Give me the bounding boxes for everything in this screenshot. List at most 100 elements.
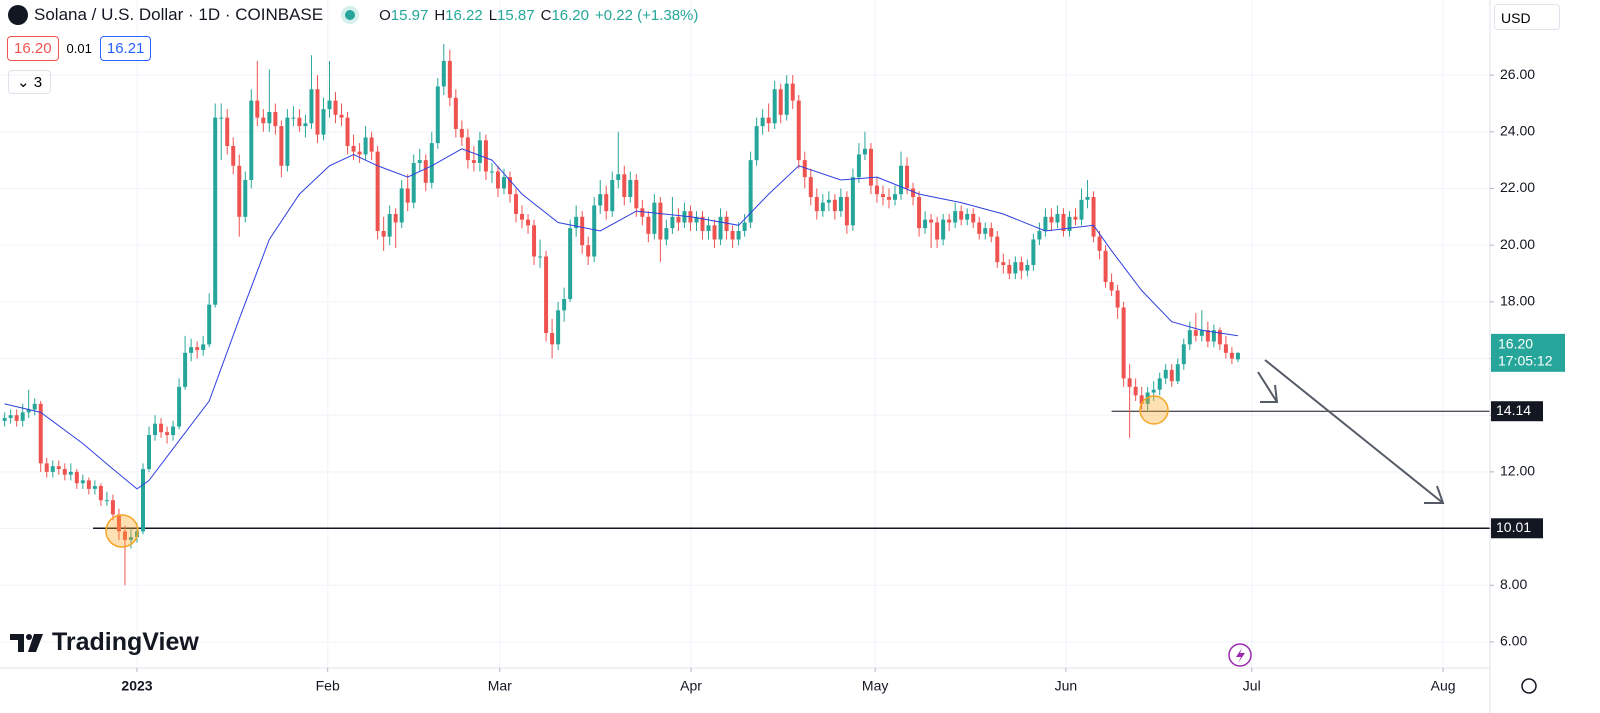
candle-body	[249, 100, 254, 180]
candle-body	[219, 117, 224, 119]
y-tick-label: 12.00	[1500, 463, 1535, 479]
candle-body	[297, 117, 302, 127]
symbol-logo	[8, 5, 28, 25]
candle-body	[116, 514, 121, 532]
brand: TradingView	[10, 628, 199, 657]
candle-body	[1109, 281, 1114, 291]
candle-body	[56, 466, 61, 470]
candle-body	[165, 432, 170, 436]
candle-body	[874, 185, 879, 195]
candle-body	[1091, 196, 1096, 237]
candle-body	[977, 222, 982, 234]
candle-body	[1043, 216, 1048, 231]
sell-button[interactable]: 16.20	[7, 36, 59, 61]
candle-body	[44, 463, 49, 472]
alert-icon[interactable]	[1228, 643, 1252, 667]
candle-body	[664, 228, 669, 240]
candle-body	[213, 117, 218, 305]
candle-body	[820, 202, 825, 212]
market-status	[345, 10, 356, 20]
candle-body	[435, 86, 440, 144]
ohlc-value: 16.20	[551, 7, 589, 24]
candle-body	[772, 89, 777, 124]
candle-body	[1079, 199, 1084, 220]
candle-body	[604, 194, 609, 212]
candle-body	[592, 205, 597, 257]
candle-body	[38, 403, 43, 464]
candle-body	[471, 160, 476, 163]
candle-body	[1187, 330, 1192, 345]
candle-body	[321, 109, 326, 135]
y-tick-label: 22.00	[1500, 179, 1535, 195]
symbol-title: Solana / U.S. Dollar · 1D · COINBASE	[34, 5, 324, 24]
y-tick-label: 24.00	[1500, 122, 1535, 138]
candle-body	[616, 174, 621, 180]
candle-body	[784, 83, 789, 115]
axes: 6.008.0010.0012.0014.0016.0018.0020.0022…	[121, 66, 1565, 694]
currency-select[interactable]: USD	[1494, 4, 1560, 30]
x-tick-label: Jun	[1055, 678, 1078, 694]
x-tick-label: Mar	[488, 678, 512, 694]
x-tick-label: Apr	[680, 678, 702, 694]
candle-body	[357, 151, 362, 155]
candle-body	[1019, 262, 1024, 271]
candle-body	[1031, 239, 1036, 265]
candle-body	[1097, 236, 1102, 251]
candle-body	[399, 188, 404, 223]
candle-body	[947, 219, 952, 223]
candle-body	[351, 145, 356, 152]
candle-body	[838, 196, 843, 212]
ohlc-value: 15.87	[497, 7, 535, 24]
candle-body	[1055, 213, 1060, 223]
candle-body	[905, 165, 910, 189]
candle-body	[796, 100, 801, 161]
candle-body	[2, 418, 7, 421]
arrow	[1257, 371, 1278, 403]
candle-body	[8, 415, 13, 419]
candle-body	[658, 202, 663, 240]
ohlc-key: O	[379, 7, 391, 24]
arrow	[1264, 359, 1444, 504]
buy-button[interactable]: 16.21	[99, 36, 152, 61]
y-tick-label: 18.00	[1500, 293, 1535, 309]
candle-body	[748, 160, 753, 223]
level-label: 10.01	[1496, 519, 1531, 535]
ohlc-value: 15.97	[390, 7, 429, 24]
candle-body	[953, 211, 958, 223]
candle-body	[14, 415, 19, 421]
ohlc-value: 16.22	[445, 7, 483, 24]
candle-body	[1133, 386, 1138, 396]
candle-body	[1073, 216, 1078, 220]
x-tick-label: May	[862, 678, 888, 694]
candle-body	[489, 171, 494, 173]
candle-body	[147, 435, 152, 470]
last-price: 16.20	[1498, 336, 1533, 352]
candle-body	[501, 177, 506, 189]
candle-body	[153, 423, 158, 436]
alert-bolt	[1236, 648, 1245, 663]
trade-buttons: 16.20 0.01 16.21	[7, 36, 152, 61]
candle-body	[1169, 369, 1174, 382]
candle-body	[724, 216, 729, 231]
candle-body	[832, 199, 837, 212]
candle-body	[778, 89, 783, 115]
candle-body	[62, 469, 67, 475]
candle-body	[754, 126, 759, 161]
candle-body	[893, 194, 898, 200]
candle-body	[405, 188, 410, 203]
candle-body	[899, 165, 904, 195]
candle-body	[80, 480, 85, 484]
candle-body	[959, 211, 964, 220]
candle-body	[459, 128, 464, 138]
candle-body	[393, 213, 398, 223]
indicator-toggle[interactable]: ⌄ 3	[8, 70, 52, 94]
candle-body	[526, 219, 531, 226]
candle-body	[1235, 352, 1240, 360]
candle-body	[862, 148, 867, 155]
candle-body	[983, 228, 988, 234]
candle-body	[285, 117, 290, 166]
highlight-circle	[105, 514, 139, 548]
settings-icon[interactable]	[1521, 678, 1537, 694]
candle-body	[1115, 290, 1120, 308]
